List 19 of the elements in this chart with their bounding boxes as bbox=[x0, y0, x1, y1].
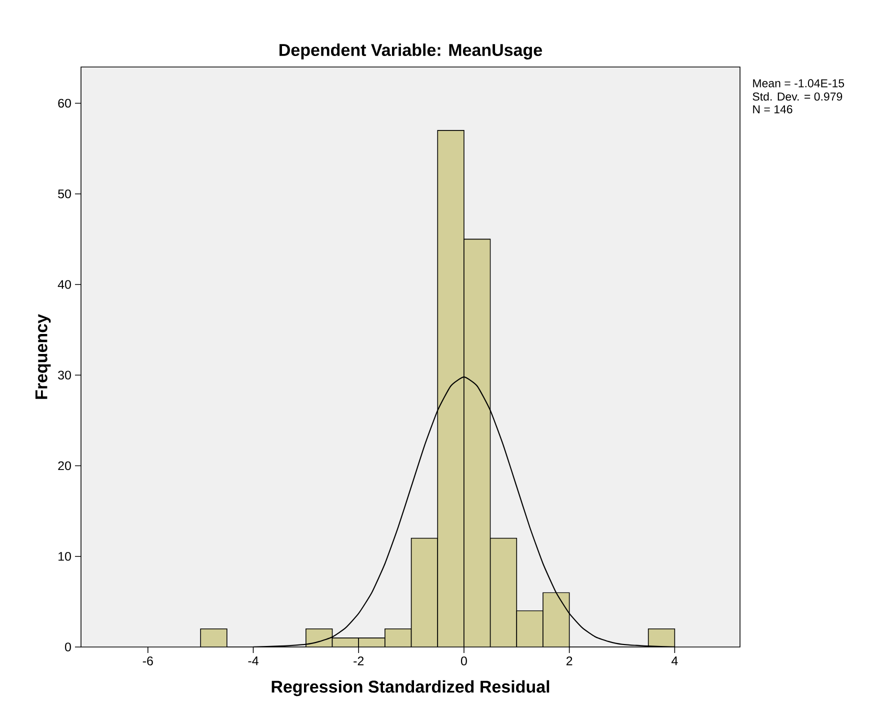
x-tick-label: -4 bbox=[248, 656, 258, 666]
y-tick-label: 40 bbox=[58, 280, 71, 289]
x-tick-label: 4 bbox=[671, 656, 678, 666]
x-tick-label: -2 bbox=[354, 656, 364, 666]
x-axis-title: Regression Standardized Residual bbox=[272, 680, 550, 696]
y-tick-label: 20 bbox=[58, 461, 71, 470]
x-tick-label: 2 bbox=[566, 656, 572, 666]
y-tick-label: 50 bbox=[58, 189, 71, 198]
y-tick-label: 30 bbox=[58, 370, 71, 380]
y-tick-label: 60 bbox=[58, 98, 71, 108]
x-tick-label: 0 bbox=[460, 656, 467, 666]
chart-title: Dependent Variable: MeanUsage bbox=[280, 44, 542, 60]
y-tick-label: 0 bbox=[65, 642, 71, 652]
y-axis-title: Frequency bbox=[35, 314, 51, 399]
text: N = 146 bbox=[753, 105, 792, 114]
y-tick-label: 10 bbox=[58, 552, 71, 561]
text: Mean = -1.04E-15 bbox=[753, 79, 844, 88]
text: Std. Dev. = 0.979 bbox=[752, 92, 842, 101]
x-tick-label: -6 bbox=[142, 656, 153, 666]
